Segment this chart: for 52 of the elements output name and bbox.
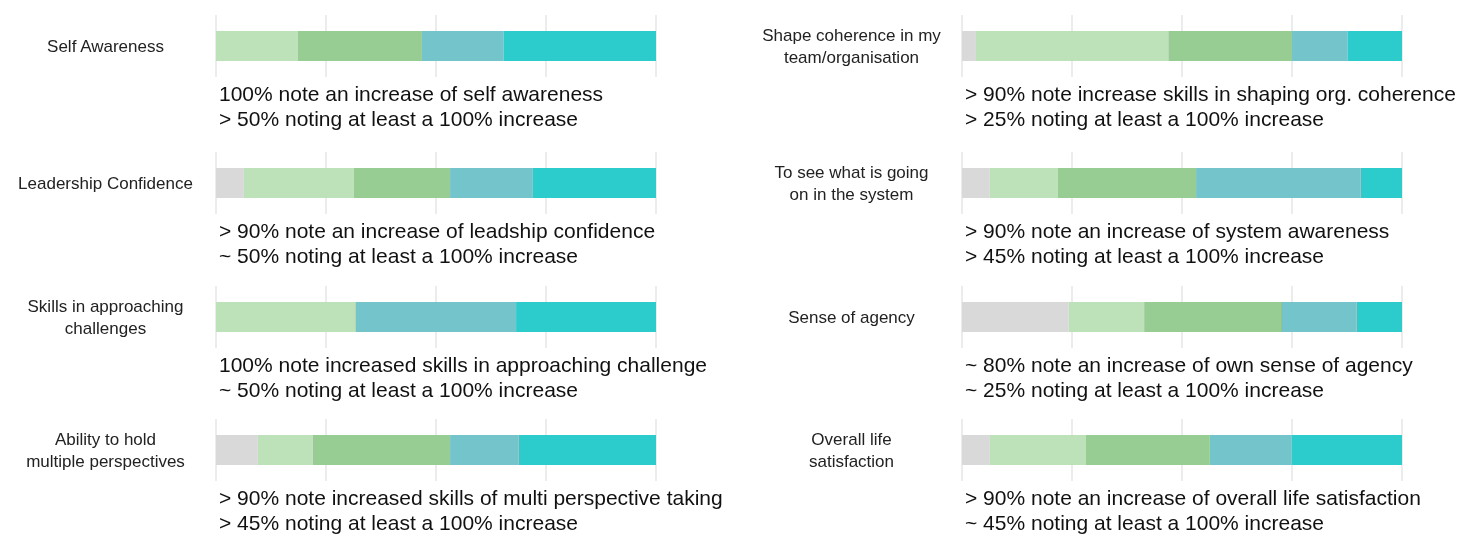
text: 100% note an increase of self awareness	[219, 81, 605, 106]
y-tick-label: Ability to hold multiple perspectives	[26, 429, 185, 471]
bar	[975, 31, 1169, 61]
bar	[1356, 302, 1402, 332]
bar	[257, 435, 313, 465]
bar	[1085, 435, 1210, 465]
text: > 25% noting at least a 100% increase	[965, 106, 1325, 131]
bar	[1209, 435, 1292, 465]
y-tick-label: To see what is going on in the system	[774, 162, 929, 204]
text: > 45% noting at least a 100% increase	[219, 510, 579, 535]
text: > 90% note an increase of system awareness	[965, 218, 1391, 243]
bar	[353, 168, 451, 198]
bar	[1168, 31, 1292, 61]
text: 100% note increased skills in approaching challenge	[219, 352, 708, 377]
bar	[1144, 302, 1281, 332]
bar	[297, 31, 422, 61]
bar	[450, 168, 533, 198]
bar	[989, 168, 1058, 198]
bar	[450, 435, 519, 465]
text: > 45% noting at least a 100% increase	[965, 243, 1325, 268]
bar	[1068, 302, 1145, 332]
text: ~ 25% noting at least a 100% increase	[965, 377, 1325, 402]
text: > 90% note an increase of leadship confidence	[219, 218, 657, 243]
bar	[1360, 168, 1402, 198]
bar	[1292, 31, 1348, 61]
y-tick-label: Sense of agency	[788, 307, 916, 327]
y-tick-label: Skills in approaching challenges	[27, 296, 184, 338]
text: > 90% note increase skills in shaping org. coherence	[965, 81, 1457, 106]
text: ~ 50% noting at least a 100% increase	[219, 377, 579, 402]
bar	[1291, 435, 1402, 465]
bar	[1347, 31, 1402, 61]
bar	[518, 435, 656, 465]
bar	[1057, 168, 1197, 198]
bar	[532, 168, 656, 198]
y-tick-label: Self Awareness	[47, 36, 164, 56]
y-tick-label: Shape coherence in my team/organisation	[762, 25, 942, 67]
text: ~ 45% noting at least a 100% increase	[965, 510, 1325, 535]
text: > 90% note increased skills of multi perspective taking	[219, 485, 724, 510]
y-tick-label: Leadership Confidence	[18, 173, 193, 193]
bar	[421, 31, 504, 61]
bar	[216, 31, 298, 61]
bar	[1281, 302, 1357, 332]
text: > 90% note an increase of overall life satisfaction	[965, 485, 1422, 510]
bar	[243, 168, 354, 198]
y-tick-label: Overall life satisfaction	[808, 429, 895, 471]
bar	[1196, 168, 1361, 198]
bar	[312, 435, 451, 465]
text: ~ 50% noting at least a 100% increase	[219, 243, 579, 268]
bar	[989, 435, 1086, 465]
bar	[503, 31, 656, 61]
text: ~ 80% note an increase of own sense of agency	[965, 352, 1414, 377]
text: > 50% noting at least a 100% increase	[219, 106, 579, 131]
